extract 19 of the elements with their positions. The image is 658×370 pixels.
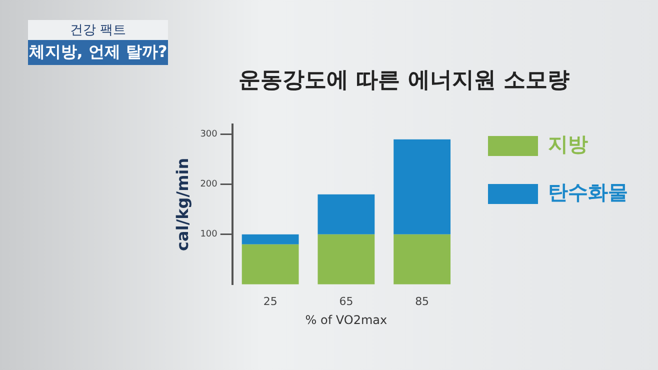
bar	[394, 139, 451, 234]
bar	[242, 234, 299, 244]
y-axis-title: cal/kg/min	[172, 158, 192, 251]
legend-label: 탄수화물	[548, 180, 628, 204]
bar	[242, 244, 299, 284]
x-tick-label: 25	[263, 294, 278, 308]
text: 건강 팩트	[28, 20, 168, 40]
legend-label: 지방	[548, 132, 588, 156]
y-tick-label: 200	[200, 180, 218, 190]
text: 체지방, 언제 탈까?	[28, 40, 168, 65]
x-tick-label: 85	[415, 294, 430, 308]
x-tick-label: 65	[339, 294, 354, 308]
bar	[318, 194, 375, 234]
x-axis-title: % of VO2max	[305, 312, 388, 327]
y-tick-label: 100	[200, 230, 218, 240]
bar	[318, 234, 375, 284]
chart-title: 운동강도에 따른 에너지원 소모량	[238, 68, 570, 93]
y-tick-label: 300	[200, 130, 218, 140]
bar	[394, 234, 451, 284]
